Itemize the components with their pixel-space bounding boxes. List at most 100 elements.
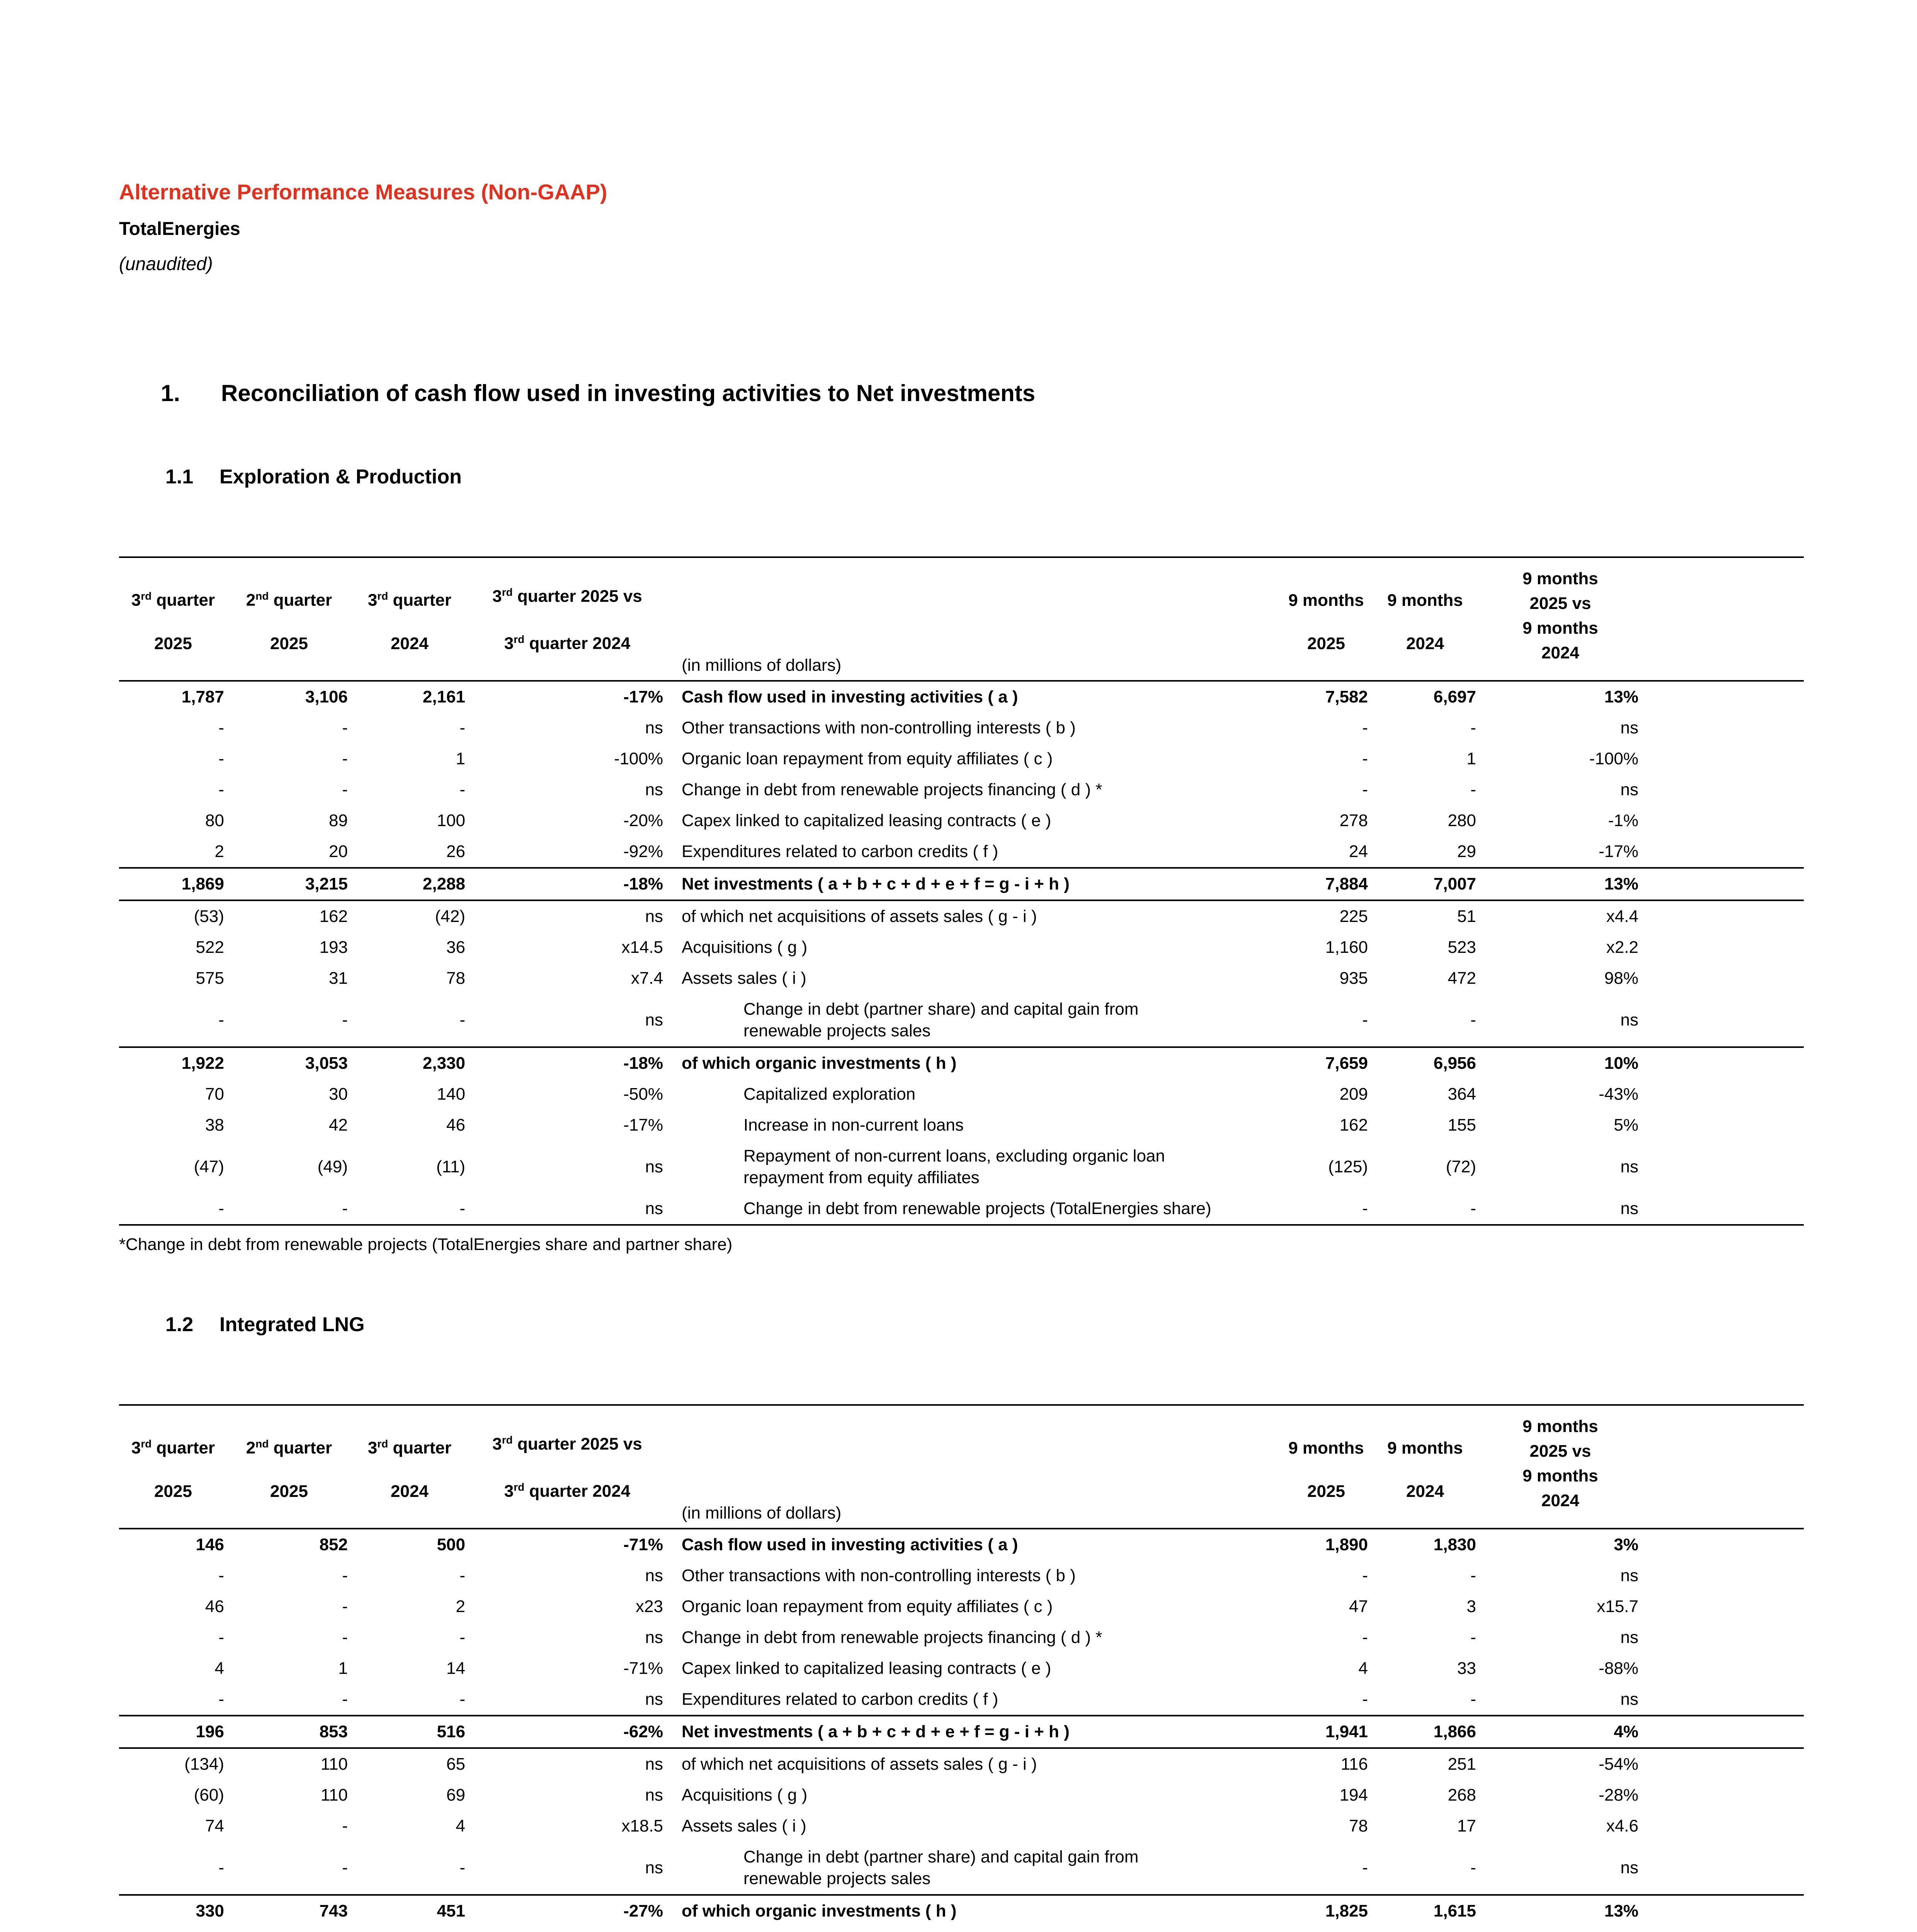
value-cell: 472 [1448,969,1476,988]
column-header-m9_2025: 9 months 2025 [1281,1404,1371,1529]
column-header-line: 2025 [1307,634,1345,653]
value-cell: - [342,1690,348,1709]
table-row: 74 - 4 x18.5 Assets sales ( i ) 78 17 x4.6 [119,1811,1804,1842]
column-header-line: 9 months [1522,1417,1598,1436]
value-cell: ns [1620,1566,1638,1585]
value-cell: -50% [623,1085,663,1104]
value-cell: - [342,1010,348,1029]
table-row: 146 852 500 -71% Cash flow used in investing… [119,1529,1804,1560]
table-row: 38 42 46 -17% Increase in non-current loans 1… [119,1110,1804,1141]
value-cell: 14 [446,1659,465,1678]
column-header-line: 2025 [154,1482,192,1501]
value-cell: 74 [205,1816,224,1835]
table-row: 70 30 140 -50% Capitalized exploration 209 364… [119,1079,1804,1110]
value-cell: -100% [614,749,663,768]
value-cell: -1% [1608,811,1638,830]
spacer-cell [1641,1748,1804,1780]
value-cell: - [342,1628,348,1647]
section-number: 1. [161,380,180,406]
table-row: - - - ns Change in debt (partner share) and … [119,1842,1804,1895]
column-header-q3_2025: 3rd quarter 2025 [119,556,227,682]
value-cell: -88% [1599,1659,1638,1678]
value-cell: 36 [446,938,465,957]
table-row: 330 743 451 -27% of which organic investment… [119,1894,1804,1927]
value-cell: (125) [1328,1157,1368,1176]
column-header-line: 9 months [1288,1439,1364,1458]
value-cell: 1,615 [1371,1894,1479,1927]
value-cell: 516 [351,1715,468,1749]
value-cell: 1 [456,749,465,768]
table-header-row: 3rd quarter 2025 2nd quarter 2025 3rd quarte… [119,556,1804,682]
value-cell: - [342,1566,348,1585]
row-label: Acquisitions ( g ) [682,1786,808,1804]
value-cell: 3,106 [305,687,348,706]
table-row: - - - ns Change in debt (partner share) and … [119,994,1804,1047]
column-header-line: (in millions of dollars) [682,656,842,675]
value-cell: 31 [329,969,348,988]
value-cell: -27% [468,1894,666,1927]
value-cell: - [1470,1628,1476,1647]
column-header-q2_2025: 2nd quarter 2025 [227,556,351,682]
value-cell: 110 [320,1786,348,1804]
value-cell: ns [645,1786,663,1804]
table-row: 1,787 3,106 2,161 -17% Cash flow used in inv… [119,681,1804,713]
value-cell: 2 [214,842,224,861]
value-cell: 7 [227,1927,351,1932]
value-cell: - [1470,1690,1476,1709]
value-cell: 30 [329,1085,348,1104]
spacer-cell [1641,1894,1804,1927]
table-row: 1,869 3,215 2,288 -18% Net investments ( a +… [119,867,1804,901]
value-cell: 193 [319,938,348,957]
value-cell: x7.4 [631,969,663,988]
value-cell: - [1371,1193,1479,1226]
table-header: 3rd quarter 2025 2nd quarter 2025 3rd quarte… [119,1404,1804,1529]
value-cell: x14.5 [621,938,663,957]
value-cell: x4.4 [1606,907,1638,926]
value-cell: 1 [1466,749,1476,768]
value-cell: 20 [329,842,348,861]
spacer-cell [1641,1079,1804,1110]
column-header-line: 3rd quarter 2024 [504,633,631,653]
value-cell: 70 [205,1085,224,1104]
value-cell: - [1470,1858,1476,1877]
value-cell: 209 [1339,1085,1368,1104]
table-row: - - - ns Change in debt from renewable proje… [119,1193,1804,1226]
value-cell: 162 [1339,1116,1368,1134]
value-cell: 38 [205,1116,224,1134]
value-cell: - [1470,718,1476,737]
value-cell: 13 [1281,1927,1371,1932]
value-cell: ns [645,1010,663,1029]
value-cell: - [1362,718,1368,737]
value-cell: 3,215 [227,867,351,901]
spacer-cell [1641,1529,1804,1560]
table-row: - - - ns Other transactions with non-control… [119,1560,1804,1591]
subsection-integrated-lng: 1.2 Integrated LNG 3rd quarter 2025 2nd qu… [119,1313,1804,1932]
value-cell: 1,787 [181,687,224,706]
value-cell: 4 [1358,1659,1368,1678]
spacer-cell [1641,1193,1804,1226]
row-label: Change in debt (partner share) and capit… [743,1000,1139,1040]
table-header-row: 3rd quarter 2025 2nd quarter 2025 3rd quarte… [119,1404,1804,1529]
row-label: Cash flow used in investing activities (… [682,1535,1018,1554]
table-row: 46 - 2 x23 Organic loan repayment from equit… [119,1591,1804,1622]
value-cell: 7,007 [1371,867,1479,901]
spacer-cell [1641,1927,1804,1932]
value-cell: - [459,1010,465,1029]
subsection-title: Exploration & Production [219,466,462,488]
spacer-cell [1641,1842,1804,1895]
value-cell: 1,866 [1371,1715,1479,1749]
table-header: 3rd quarter 2025 2nd quarter 2025 3rd quarte… [119,556,1804,682]
value-cell: ns [645,907,663,926]
value-cell: ns [645,1858,663,1877]
spacer-cell [1641,774,1804,805]
value-cell: - [218,1566,224,1585]
value-cell: ns [645,780,663,799]
subsection-heading: 1.1 Exploration & Production [119,465,1801,488]
row-label: Net investments ( a + b + c + d + e + f … [666,867,1281,901]
value-cell: ns [1620,1690,1638,1709]
column-header-label: (in millions of dollars) [666,1404,1281,1529]
spacer-cell [1641,1715,1804,1749]
row-label: Organic loan repayment from equity affil… [682,749,1053,768]
table-row: - - - ns Change in debt from renewable proje… [119,1622,1804,1653]
value-cell: 146 [196,1535,224,1554]
